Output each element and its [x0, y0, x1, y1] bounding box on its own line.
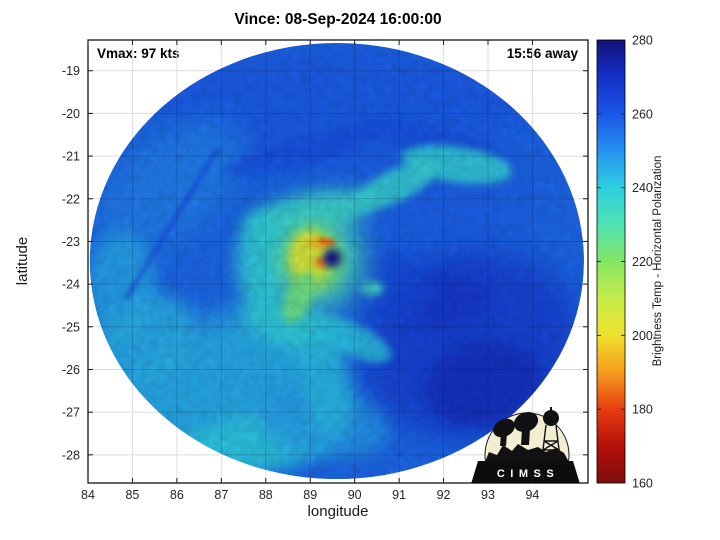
satellite-dish-icon — [513, 412, 539, 432]
logo-banner — [471, 461, 580, 483]
y-tick-label--27: -27 — [62, 406, 80, 420]
x-tick-label-88: 88 — [259, 488, 273, 502]
water-tower-finial — [550, 407, 552, 412]
axis-ticks — [87, 40, 588, 483]
x-tick-label-90: 90 — [348, 488, 362, 502]
x-tick-label-94: 94 — [525, 488, 539, 502]
x-tick-label-84: 84 — [81, 488, 95, 502]
y-tick-label--25: -25 — [62, 320, 80, 334]
satellite-dish-mount — [521, 429, 530, 445]
swath-disk — [89, 42, 584, 480]
colorbar-tick-label-220: 220 — [632, 255, 653, 269]
y-tick-label--24: -24 — [62, 278, 80, 292]
texture-noise — [89, 42, 584, 480]
satellite-dish-mount — [500, 433, 507, 446]
colorbar-tick-labels: 160 180 200 220 240 260 280 — [632, 34, 653, 491]
axes-box — [87, 39, 589, 484]
water-tower-icon — [543, 410, 559, 426]
colorbar: 160 180 200 220 240 260 280 Brightness Temp - … — [596, 34, 664, 491]
vmax-annotation: Vmax: 97 kts — [97, 46, 180, 61]
y-tick-label--23: -23 — [62, 235, 80, 249]
colorbar-label: Brightness Temp - Horizontal Polarizatio… — [652, 156, 664, 367]
cimss-logo: CIMSS — [471, 407, 580, 483]
x-tick-label-92: 92 — [437, 488, 451, 502]
colorbar-tick-label-180: 180 — [632, 403, 653, 417]
x-tick-label-86: 86 — [170, 488, 184, 502]
x-tick-label-87: 87 — [214, 488, 228, 502]
colorbar-tick-label-260: 260 — [632, 107, 653, 121]
colorbar-tick-label-200: 200 — [632, 329, 653, 343]
colorbar-tick-label-240: 240 — [632, 181, 653, 195]
plot-title: Vince: 08-Sep-2024 16:00:00 — [234, 11, 442, 28]
satellite-dish-icon — [493, 418, 515, 438]
swath-seam — [124, 147, 220, 299]
y-tick-label--20: -20 — [62, 107, 80, 121]
x-tick-label-85: 85 — [125, 488, 139, 502]
colorbar-gradient — [596, 39, 626, 484]
x-tick-label-91: 91 — [392, 488, 406, 502]
colorbar-tick-label-160: 160 — [632, 477, 653, 491]
colorbar-tick-label-280: 280 — [632, 34, 653, 48]
axis-tick-labels: 84 85 86 87 88 89 90 91 92 93 94 -19 -20 -21 -22 -23 -24… — [62, 64, 540, 502]
y-tick-label--22: -22 — [62, 192, 80, 206]
x-tick-label-93: 93 — [481, 488, 495, 502]
y-tick-label--26: -26 — [62, 363, 80, 377]
y-tick-label--28: -28 — [62, 448, 80, 462]
x-tick-label-89: 89 — [303, 488, 317, 502]
time-away-annotation: 15:56 away — [506, 46, 578, 61]
cimss-logo-text: CIMSS — [497, 468, 559, 480]
brightness-temp-image — [89, 42, 584, 480]
y-tick-label--21: -21 — [62, 150, 80, 164]
y-tick-label--19: -19 — [62, 64, 80, 78]
ground-silhouette — [485, 444, 569, 462]
x-axis-label: longitude — [307, 503, 369, 520]
colorbar-ticks — [597, 113, 625, 410]
